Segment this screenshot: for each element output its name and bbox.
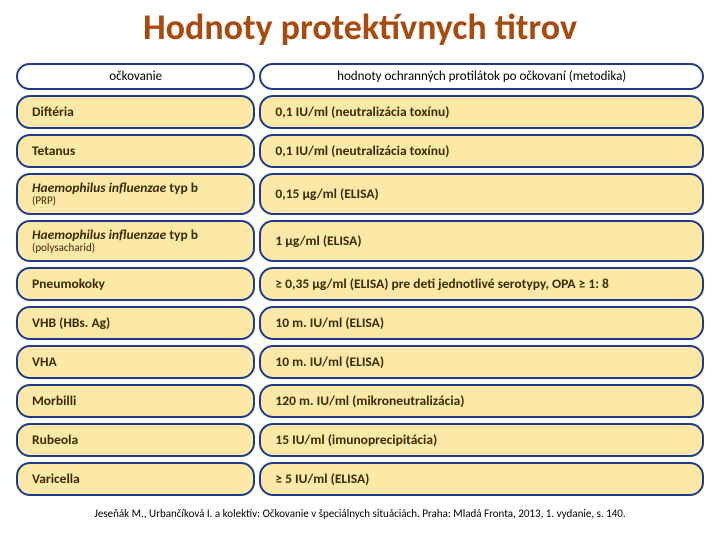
table-row: VHB (HBs. Ag)10 m. IU/ml (ELISA)	[16, 306, 704, 340]
citation-text: Jeseňák M., Urbančíková I. a kolektív: O…	[12, 507, 708, 520]
vaccine-name-cell: Diftéria	[16, 95, 255, 129]
titer-value-cell: 0,15 µg/ml (ELISA)	[259, 173, 704, 215]
table-row: Varicella≥ 5 IU/ml (ELISA)	[16, 462, 704, 496]
titer-value-cell: 0,1 IU/ml (neutralizácia toxínu)	[259, 95, 704, 129]
table-row: Haemophilus influenzae typ b(polysachari…	[16, 220, 704, 262]
titer-value-cell: 0,1 IU/ml (neutralizácia toxínu)	[259, 134, 704, 168]
vaccine-name-cell: Tetanus	[16, 134, 255, 168]
table-row: Pneumokoky≥ 0,35 µg/ml (ELISA) pre deti …	[16, 267, 704, 301]
titer-value-cell: 10 m. IU/ml (ELISA)	[259, 345, 704, 379]
titers-table: očkovanie hodnoty ochranných protilátok …	[12, 58, 708, 501]
header-values: hodnoty ochranných protilátok po očkovan…	[259, 63, 704, 90]
table-row: Rubeola15 IU/ml (imunoprecipitácia)	[16, 423, 704, 457]
vaccine-name-cell: Rubeola	[16, 423, 255, 457]
table-row: Morbilli120 m. IU/ml (mikroneutralizácia…	[16, 384, 704, 418]
table-row: VHA10 m. IU/ml (ELISA)	[16, 345, 704, 379]
vaccine-name-cell: Morbilli	[16, 384, 255, 418]
table-header-row: očkovanie hodnoty ochranných protilátok …	[16, 63, 704, 90]
page-title: Hodnoty protektívnych titrov	[12, 8, 708, 48]
vaccine-name-cell: Pneumokoky	[16, 267, 255, 301]
titer-value-cell: 120 m. IU/ml (mikroneutralizácia)	[259, 384, 704, 418]
titer-value-cell: ≥ 0,35 µg/ml (ELISA) pre deti jednotlivé…	[259, 267, 704, 301]
table-row: Haemophilus influenzae typ b(PRP)0,15 µg…	[16, 173, 704, 215]
table-row: Diftéria0,1 IU/ml (neutralizácia toxínu)	[16, 95, 704, 129]
titer-value-cell: 1 µg/ml (ELISA)	[259, 220, 704, 262]
titer-value-cell: 15 IU/ml (imunoprecipitácia)	[259, 423, 704, 457]
vaccine-name-cell: Haemophilus influenzae typ b(polysachari…	[16, 220, 255, 262]
vaccine-name-cell: Haemophilus influenzae typ b(PRP)	[16, 173, 255, 215]
vaccine-name-cell: Varicella	[16, 462, 255, 496]
table-row: Tetanus0,1 IU/ml (neutralizácia toxínu)	[16, 134, 704, 168]
header-vaccination: očkovanie	[16, 63, 255, 90]
vaccine-name-cell: VHB (HBs. Ag)	[16, 306, 255, 340]
titer-value-cell: 10 m. IU/ml (ELISA)	[259, 306, 704, 340]
titer-value-cell: ≥ 5 IU/ml (ELISA)	[259, 462, 704, 496]
vaccine-name-cell: VHA	[16, 345, 255, 379]
